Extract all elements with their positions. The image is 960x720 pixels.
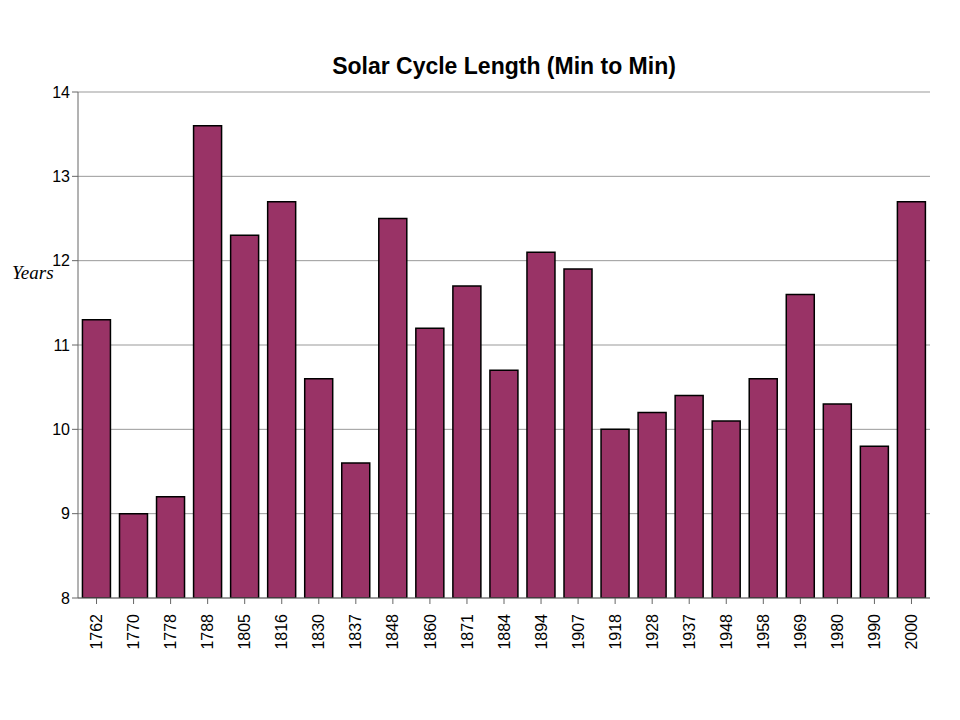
svg-text:1928: 1928 [644,614,661,650]
svg-text:14: 14 [52,84,70,101]
svg-text:1969: 1969 [792,614,809,650]
svg-text:1948: 1948 [718,614,735,650]
svg-text:1990: 1990 [866,614,883,650]
svg-text:1778: 1778 [162,614,179,650]
svg-text:1871: 1871 [459,614,476,650]
svg-text:1958: 1958 [755,614,772,650]
svg-text:1762: 1762 [88,614,105,650]
svg-text:1884: 1884 [496,614,513,650]
svg-text:1788: 1788 [199,614,216,650]
svg-text:1980: 1980 [829,614,846,650]
svg-text:1860: 1860 [422,614,439,650]
svg-text:10: 10 [52,421,70,438]
svg-text:1805: 1805 [236,614,253,650]
svg-text:1816: 1816 [273,614,290,650]
svg-text:Years: Years [12,262,54,283]
svg-text:2000: 2000 [903,614,920,650]
html-text:Solar Cycle Length (Min to Min: Solar Cycle Length (Min to Min) [332,53,676,79]
svg-text:1837: 1837 [347,614,364,650]
svg-text:11: 11 [53,337,70,354]
svg-text:13: 13 [52,168,70,185]
svg-text:1830: 1830 [310,614,327,650]
svg-text:1918: 1918 [607,614,624,650]
svg-text:1937: 1937 [681,614,698,650]
svg-text:1770: 1770 [125,614,142,650]
svg-text:1848: 1848 [384,614,401,650]
svg-text:8: 8 [61,590,70,607]
svg-text:1894: 1894 [533,614,550,650]
svg-text:9: 9 [61,505,70,522]
svg-text:1907: 1907 [570,614,587,650]
svg-text:12: 12 [52,252,70,269]
